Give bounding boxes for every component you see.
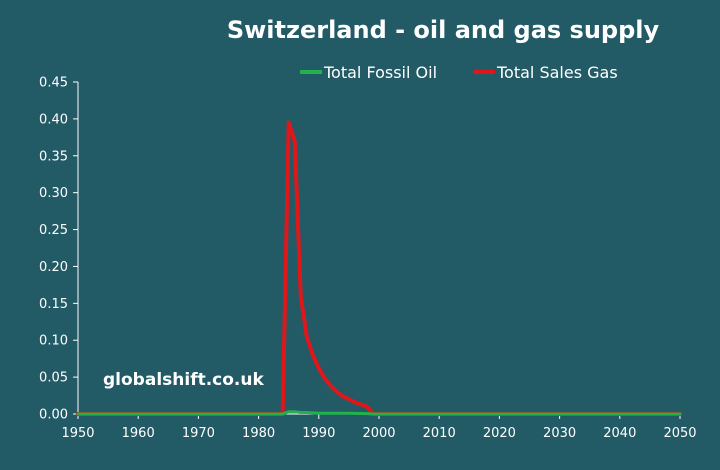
y-tick-label: 0.30	[39, 186, 68, 201]
legend-label-oil: Total Fossil Oil	[323, 63, 437, 82]
x-tick-label: 2050	[663, 426, 696, 441]
y-tick-label: 0.20	[39, 260, 68, 275]
x-tick-label: 2010	[423, 426, 456, 441]
y-tick-label: 0.15	[39, 297, 68, 312]
x-tick-label: 1970	[182, 426, 215, 441]
y-tick-label: 0.10	[39, 334, 68, 349]
x-tick-label: 1960	[122, 426, 155, 441]
x-tick-label: 2000	[362, 426, 395, 441]
y-tick-label: 0.35	[39, 149, 68, 164]
y-tick-label: 0.45	[39, 76, 68, 91]
legend: Total Fossil Oil Total Sales Gas	[300, 63, 618, 82]
x-tick-label: 1950	[61, 426, 94, 441]
y-tick-label: 0.05	[39, 371, 68, 386]
series-lines	[76, 120, 682, 416]
axes: 0.00 0.05 0.10 0.15 0.20 0.25 0.30 0.35 0.40 0.45…	[39, 76, 697, 442]
x-tick-label: 2020	[483, 426, 516, 441]
legend-label-gas: Total Sales Gas	[496, 63, 618, 82]
y-tick-label: 0.25	[39, 223, 68, 238]
series-line-fossil-oil	[76, 410, 682, 416]
x-tick-label: 1990	[302, 426, 335, 441]
y-tick-label: 0.00	[39, 408, 68, 423]
watermark: globalshift.co.uk	[103, 370, 264, 390]
x-tick-label: 2040	[603, 426, 636, 441]
x-tick-label: 2030	[543, 426, 576, 441]
y-tick-label: 0.40	[39, 112, 68, 127]
series-line-sales-gas	[76, 120, 682, 416]
chart-title: Switzerland - oil and gas supply	[227, 16, 660, 44]
x-tick-label: 1980	[242, 426, 275, 441]
